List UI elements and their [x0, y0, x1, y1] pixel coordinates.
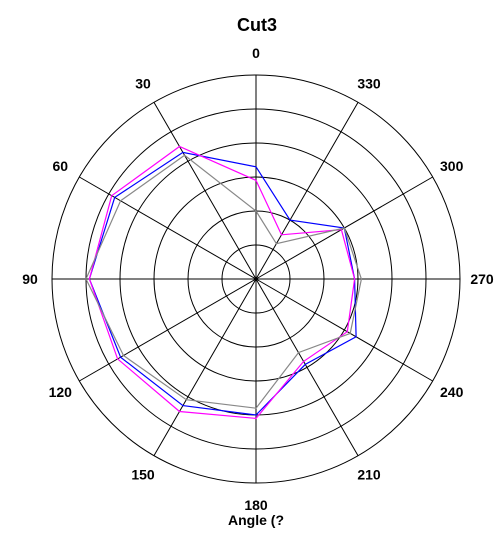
grid-spoke — [255, 278, 359, 456]
angle-tick-label: 90 — [22, 271, 38, 287]
series-line-3 — [85, 154, 363, 409]
grid-spoke — [79, 176, 257, 280]
angle-tick-labels: 0 30 60 90 120 150 180 210 240 270 300 330 — [22, 45, 494, 513]
angle-tick-label: 210 — [357, 467, 381, 483]
polar-grid — [51, 74, 461, 484]
angle-tick-label: 240 — [440, 384, 464, 400]
grid-spoke — [153, 278, 257, 456]
angle-tick-label: 330 — [357, 75, 381, 91]
angle-tick-label: 150 — [131, 467, 155, 483]
angle-tick-label: 0 — [252, 45, 260, 61]
angle-tick-label: 120 — [49, 384, 73, 400]
series-lines — [85, 145, 363, 420]
angle-tick-label: 180 — [244, 497, 268, 513]
x-axis-label: Angle (? — [228, 512, 284, 528]
grid-spoke — [79, 278, 257, 382]
series-line-2 — [88, 145, 356, 420]
chart-title: Cut3 — [237, 15, 277, 35]
angle-tick-label: 300 — [440, 158, 464, 174]
angle-tick-label: 60 — [53, 158, 69, 174]
grid-spoke — [255, 102, 359, 280]
grid-spoke — [153, 102, 257, 280]
angle-tick-label: 270 — [470, 271, 494, 287]
grid-spoke — [255, 278, 433, 382]
angle-tick-label: 30 — [135, 75, 151, 91]
